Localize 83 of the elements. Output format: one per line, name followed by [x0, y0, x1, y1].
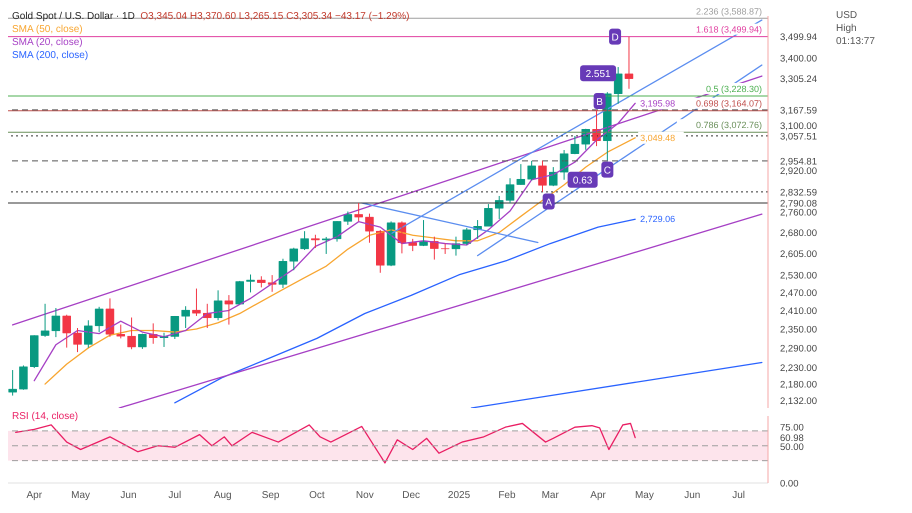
- y-tick-label: 75.00: [780, 422, 804, 434]
- candlestick: [127, 316, 136, 350]
- x-tick-label: Jul: [732, 490, 746, 502]
- chart-subtitle: O3,345.04 H3,370.60 L3,265.15 C3,305.34 −43.17 (−1.29%): [140, 11, 410, 22]
- x-tick-label: Dec: [402, 490, 420, 502]
- x-tick-label: Apr: [26, 490, 43, 502]
- ref-line-label: 2.236 (3,588.87): [696, 6, 762, 16]
- x-tick-label: Jun: [684, 490, 700, 502]
- y-tick-label: 50.00: [780, 442, 804, 454]
- text: 01:13:77: [836, 36, 875, 47]
- y-tick-label: 0.00: [780, 478, 798, 490]
- line-series: [15, 422, 636, 464]
- x-tick-label: Oct: [309, 490, 325, 502]
- x-tick-label: Apr: [590, 490, 607, 502]
- candlestick: [192, 288, 201, 316]
- candlestick: [73, 328, 82, 353]
- x-tick-label: Nov: [356, 490, 374, 502]
- annotation: A: [545, 197, 552, 208]
- candlestick: [116, 324, 126, 339]
- y-tick-label: 2,290.00: [780, 343, 817, 354]
- x-tick-label: May: [71, 490, 90, 502]
- line-series: [174, 218, 636, 404]
- y-tick-label: 2,760.00: [780, 207, 817, 218]
- x-tick-label: Jun: [120, 490, 137, 502]
- candlestick: [40, 303, 50, 338]
- y-tick-label: 2,954.81: [780, 156, 817, 168]
- candlestick: [300, 230, 309, 250]
- candlestick: [516, 164, 526, 186]
- y-tick-label: 60.98: [780, 433, 804, 444]
- x-tick-label: Mar: [542, 490, 560, 502]
- ref-line-label: 1.618 (3,499.94): [696, 24, 762, 35]
- series-label: RSI (14, close): [12, 411, 78, 422]
- text: SMA (20, close): [12, 37, 83, 48]
- candlestick: [246, 274, 255, 293]
- annotation: C: [604, 166, 611, 177]
- y-tick-label: 3,167.59: [780, 105, 817, 116]
- data-label: 3,049.48: [640, 132, 676, 143]
- y-tick-label: 3,400.00: [780, 53, 817, 64]
- y-tick-label: 2,920.00: [780, 166, 817, 177]
- y-tick-label: 2,350.00: [780, 324, 817, 336]
- y-tick-label: 2,790.08: [780, 198, 817, 210]
- candlestick: [624, 36, 634, 90]
- y-tick-label: 3,499.94: [780, 32, 817, 44]
- y-tick-label: 2,680.00: [780, 228, 817, 240]
- chart-title: Gold Spot / U.S. Dollar · 1D: [12, 11, 135, 22]
- ref-line-label: 0.5 (3,228.30): [706, 84, 762, 94]
- candlestick: [138, 333, 147, 350]
- annotation: D: [611, 32, 619, 44]
- candlestick: [257, 276, 266, 288]
- x-tick-label: Jul: [168, 490, 182, 502]
- y-tick-label: 2,470.00: [780, 288, 817, 299]
- candlestick: [354, 202, 363, 222]
- candlestick: [570, 135, 580, 155]
- x-tick-label: 2025: [448, 490, 471, 502]
- text: SMA (50, close): [12, 24, 83, 35]
- y-tick-label: 3,305.24: [780, 74, 817, 86]
- ref-line-label: 0.786 (3,072.76): [696, 120, 762, 130]
- x-tick-label: May: [634, 490, 654, 502]
- x-tick-label: Aug: [214, 490, 232, 502]
- y-tick-label: 2,410.00: [780, 306, 817, 317]
- y-tick-label: 2,605.00: [780, 248, 817, 260]
- annotation: 0.63: [572, 176, 593, 187]
- data-label: 2,729.06: [640, 214, 676, 224]
- y-tick-label: 2,230.00: [780, 362, 817, 374]
- y-tick-label: 3,057.51: [780, 131, 817, 142]
- text: High: [836, 23, 857, 34]
- y-tick-label: 2,132.00: [780, 396, 817, 407]
- x-tick-label: Sep: [262, 490, 280, 502]
- y-tick-label: 2,180.00: [780, 380, 817, 391]
- y-tick-label: 2,832.59: [780, 187, 817, 198]
- candlestick: [62, 314, 71, 348]
- data-label: 3,195.98: [640, 98, 676, 108]
- annotation: B: [596, 97, 604, 108]
- ref-line-label: 0.698 (3,164.07): [696, 98, 762, 109]
- text: USD: [836, 10, 858, 21]
- y-tick-label: 3,100.00: [780, 121, 817, 132]
- candlestick: [224, 294, 234, 326]
- candlestick: [19, 364, 28, 390]
- candlestick: [311, 234, 320, 249]
- y-tick-label: 2,530.00: [780, 270, 817, 282]
- x-tick-label: Feb: [498, 490, 516, 502]
- text: SMA (200, close): [12, 50, 88, 61]
- annotation: 2.551: [586, 69, 612, 80]
